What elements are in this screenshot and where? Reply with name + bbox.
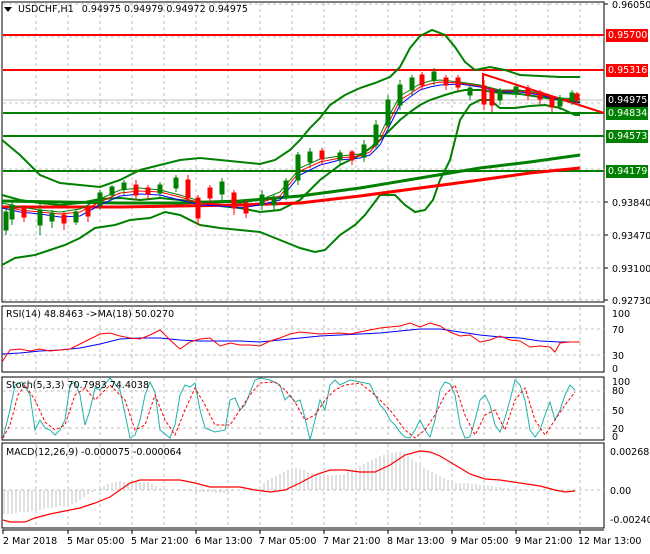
- triangle-down-icon[interactable]: [4, 7, 12, 12]
- svg-text:100: 100: [612, 377, 630, 388]
- svg-text:2 Mar 2018: 2 Mar 2018: [3, 536, 57, 547]
- price-tag-level: 0.94573: [606, 130, 648, 143]
- stoch-main-line: [2, 377, 576, 441]
- svg-text:50: 50: [612, 406, 624, 417]
- macd-title: MACD(12,26,9) -0.000075 -0.000064: [6, 447, 182, 458]
- ohlc-values: 0.94975 0.94979 0.94972 0.94975: [81, 4, 248, 15]
- svg-text:12 Mar 13:00: 12 Mar 13:00: [578, 536, 641, 547]
- svg-text:0: 0: [612, 364, 618, 375]
- price-tag-level: 0.95700: [606, 29, 648, 42]
- ma-red: [1, 81, 581, 215]
- stoch-signal-line: [2, 381, 576, 439]
- svg-text:9 Mar 05:00: 9 Mar 05:00: [451, 536, 508, 547]
- stoch-title: Stoch(5,3,3) 70.7983 74.4038: [6, 380, 150, 391]
- svg-text:8 Mar 13:00: 8 Mar 13:00: [387, 536, 444, 547]
- main-panel: 0.96050 0.93840 0.93470 0.93100 0.92730: [1, 0, 650, 307]
- svg-text:-0.002404: -0.002404: [610, 515, 650, 526]
- svg-text:0: 0: [612, 432, 618, 443]
- rsi-ma-line: [1, 328, 580, 355]
- trendline: [482, 72, 605, 114]
- svg-text:80: 80: [612, 386, 624, 397]
- svg-text:100: 100: [612, 309, 630, 320]
- svg-text:0.93840: 0.93840: [612, 198, 650, 209]
- stoch-panel: 100 80 50 20 0: [1, 376, 630, 443]
- svg-text:0.92730: 0.92730: [612, 296, 650, 307]
- svg-text:5 Mar 05:00: 5 Mar 05:00: [67, 536, 124, 547]
- macd-signal-line: [2, 450, 576, 523]
- price-tag-level: 0.94179: [606, 165, 648, 178]
- rsi-title: RSI(14) 48.8463 ->MA(18) 50.0270: [6, 309, 175, 320]
- price-axis: 0.96050 0.93840 0.93470 0.93100 0.92730: [604, 0, 650, 307]
- svg-text:70: 70: [612, 325, 624, 336]
- price-tag-current: 0.94975: [606, 94, 648, 107]
- rsi-panel: 100 70 30 0: [1, 305, 630, 375]
- rsi-line: [1, 322, 580, 363]
- svg-text:6 Mar 13:00: 6 Mar 13:00: [195, 536, 252, 547]
- svg-text:5 Mar 21:00: 5 Mar 21:00: [131, 536, 188, 547]
- svg-text:0.002682: 0.002682: [610, 447, 650, 458]
- symbol-label: USDCHF,H1: [18, 4, 74, 15]
- svg-text:0.96050: 0.96050: [612, 0, 650, 11]
- svg-text:0.00: 0.00: [610, 486, 631, 497]
- svg-text:7 Mar 21:00: 7 Mar 21:00: [323, 536, 380, 547]
- macd-panel: 0.002682 0.00 -0.002404: [1, 442, 650, 529]
- macd-histogram: [3, 452, 573, 514]
- svg-text:0.93470: 0.93470: [612, 231, 650, 242]
- chart-header: USDCHF,H1 0.94975 0.94979 0.94972 0.9497…: [4, 4, 248, 15]
- time-axis: 2 Mar 2018 5 Mar 05:00 5 Mar 21:00 6 Mar…: [2, 529, 641, 547]
- svg-text:30: 30: [612, 351, 624, 362]
- svg-text:20: 20: [612, 424, 624, 435]
- candles: [3, 68, 580, 235]
- price-tag-level: 0.95316: [606, 64, 648, 77]
- svg-text:9 Mar 21:00: 9 Mar 21:00: [515, 536, 572, 547]
- price-tag-level: 0.94834: [606, 107, 648, 120]
- svg-text:7 Mar 05:00: 7 Mar 05:00: [259, 536, 316, 547]
- svg-text:0.93100: 0.93100: [612, 264, 650, 275]
